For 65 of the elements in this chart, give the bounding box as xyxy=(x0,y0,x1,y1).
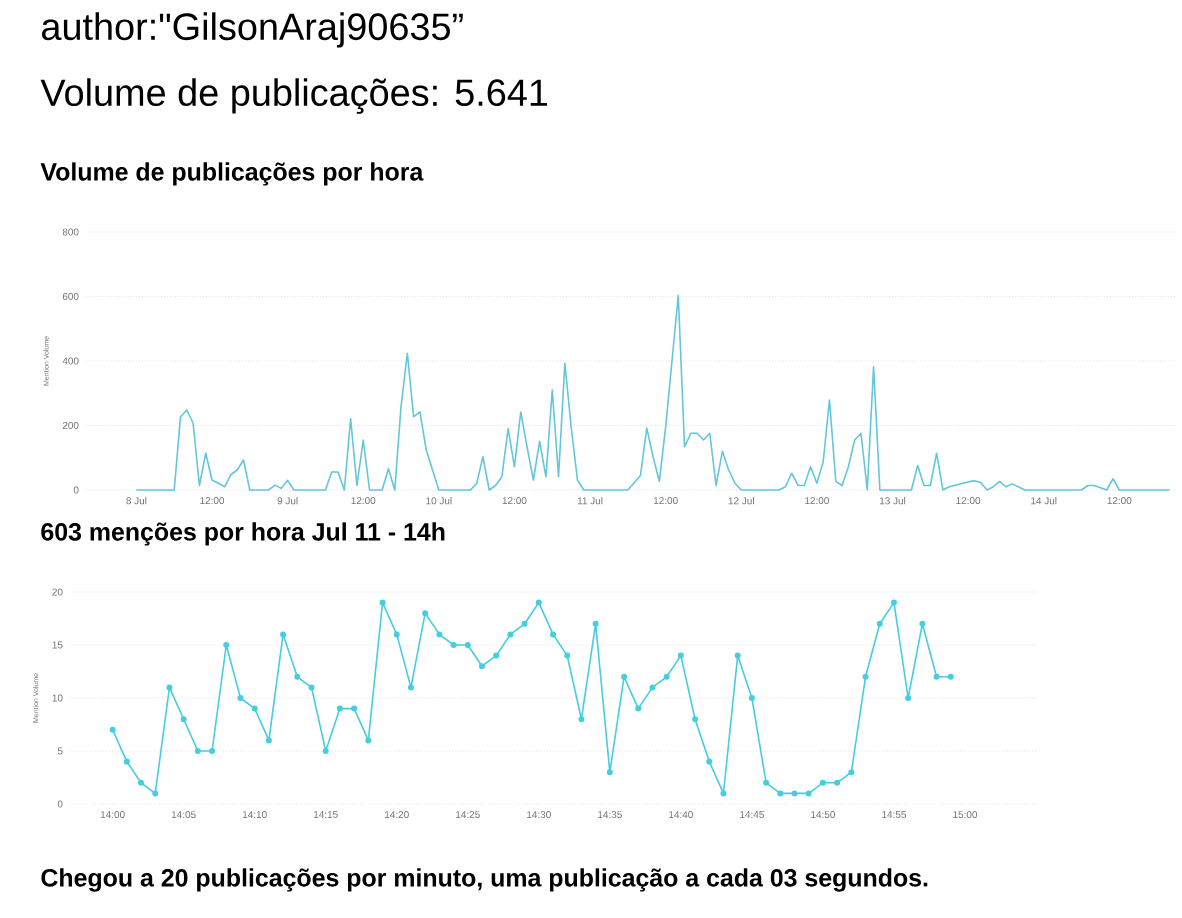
point xyxy=(407,684,414,691)
point xyxy=(748,695,755,701)
point xyxy=(194,748,201,754)
point xyxy=(280,631,287,638)
point xyxy=(294,673,301,680)
point xyxy=(493,652,500,659)
point xyxy=(379,599,386,606)
point xyxy=(322,748,329,754)
point xyxy=(109,726,116,733)
point xyxy=(365,737,372,744)
point xyxy=(166,684,173,691)
point xyxy=(152,790,159,797)
point xyxy=(478,663,485,670)
point xyxy=(933,673,940,680)
point xyxy=(819,779,826,786)
point xyxy=(464,642,471,648)
point xyxy=(351,705,358,712)
point xyxy=(777,790,784,797)
point xyxy=(564,652,571,659)
point xyxy=(692,716,699,723)
point xyxy=(209,748,216,754)
point xyxy=(905,695,912,701)
point xyxy=(649,684,656,691)
point xyxy=(393,631,400,638)
point xyxy=(706,758,713,765)
point xyxy=(436,631,443,638)
point xyxy=(123,758,130,765)
point xyxy=(237,695,244,701)
point xyxy=(578,716,585,723)
point xyxy=(677,652,684,659)
point xyxy=(848,769,855,776)
point xyxy=(138,779,145,786)
point xyxy=(890,599,897,606)
point xyxy=(308,684,315,691)
point xyxy=(621,673,628,680)
chart-title: Volume de publicações por hora xyxy=(40,162,424,186)
point xyxy=(550,631,556,638)
point xyxy=(635,705,642,712)
point xyxy=(805,790,812,797)
point xyxy=(265,737,272,744)
point xyxy=(834,779,841,786)
chart-title: 603 menções por hora Jul 11 - 14h xyxy=(41,522,445,546)
point xyxy=(862,673,869,680)
text: author:"GilsonAraj90635” xyxy=(41,12,463,48)
point xyxy=(734,652,741,659)
point xyxy=(592,620,599,627)
point xyxy=(947,673,954,680)
point xyxy=(450,642,457,648)
point xyxy=(521,620,528,627)
point xyxy=(223,642,230,648)
point xyxy=(876,620,883,627)
point xyxy=(791,790,798,797)
point xyxy=(606,769,613,776)
point xyxy=(535,599,542,606)
point xyxy=(422,610,429,617)
point xyxy=(919,620,926,627)
point xyxy=(763,779,770,786)
point xyxy=(507,631,514,638)
text: Chegou a 20 publicações por minuto, uma publicação a cada 03 segundos. xyxy=(41,868,928,892)
text: Volume de publicações: 5.641 xyxy=(40,78,548,114)
point xyxy=(663,673,670,680)
point xyxy=(720,790,727,797)
point xyxy=(180,716,187,723)
point xyxy=(251,705,258,712)
point xyxy=(336,705,343,712)
